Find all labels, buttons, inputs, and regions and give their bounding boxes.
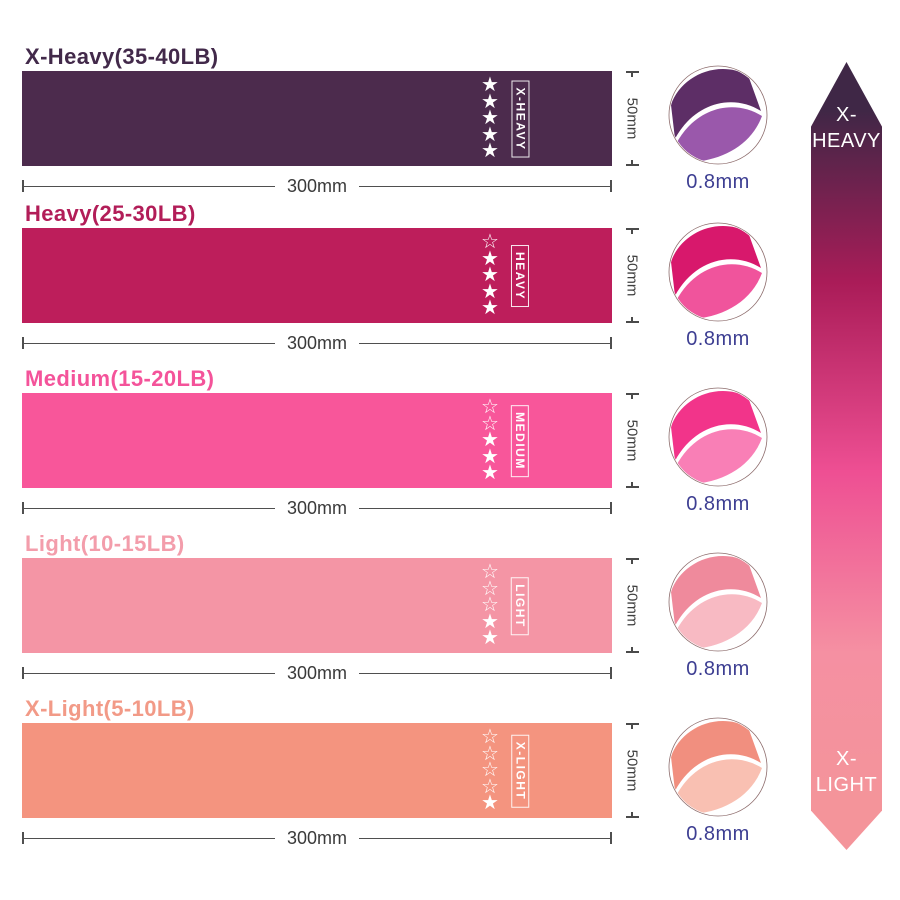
- star-rating: ☆ ☆ ☆ ★ ★: [477, 558, 503, 653]
- strength-arrow: X- HEAVY X- LIGHT: [811, 62, 882, 850]
- star-icon: ★: [481, 123, 499, 146]
- band-row-medium: Medium(15-20LB) ☆ ☆ ★ ★ ★ MEDIUM 50mm 30…: [0, 366, 900, 526]
- band-title: Heavy(25-30LB): [25, 201, 196, 226]
- star-icon: ☆: [481, 759, 499, 782]
- star-icon: ★: [481, 107, 499, 130]
- band-strength-label: X-HEAVY: [500, 71, 540, 166]
- height-dimension: 50mm: [618, 393, 646, 488]
- band-row-light: Light(10-15LB) ☆ ☆ ☆ ★ ★ LIGHT 50mm 300m…: [0, 531, 900, 691]
- star-icon: ★: [481, 462, 499, 485]
- star-icon: ★: [481, 247, 499, 270]
- star-icon: ☆: [481, 577, 499, 600]
- height-dimension-label: 50mm: [623, 97, 641, 140]
- star-icon: ★: [481, 280, 499, 303]
- star-icon: ☆: [481, 775, 499, 798]
- star-icon: ☆: [481, 594, 499, 617]
- star-rating: ★ ★ ★ ★ ★: [477, 71, 503, 166]
- height-dimension-label: 50mm: [623, 254, 641, 297]
- width-dimension-label: 300mm: [286, 175, 348, 196]
- band-title: X-Light(5-10LB): [25, 696, 195, 721]
- band-strength-label: HEAVY: [500, 228, 540, 323]
- folded-band-photo: [668, 552, 768, 652]
- star-icon: ★: [481, 90, 499, 113]
- folded-band-photo: [668, 717, 768, 817]
- star-icon: ★: [481, 627, 499, 650]
- band-row-x-heavy: X-Heavy(35-40LB) ★ ★ ★ ★ ★ X-HEAVY 50mm …: [0, 44, 900, 204]
- star-icon: ★: [481, 792, 499, 815]
- star-icon: ★: [481, 610, 499, 633]
- star-icon: ★: [481, 264, 499, 287]
- star-icon: ★: [481, 297, 499, 320]
- width-dimension: 300mm: [22, 176, 612, 196]
- band-row-heavy: Heavy(25-30LB) ☆ ★ ★ ★ ★ HEAVY 50mm 300m…: [0, 201, 900, 361]
- height-dimension: 50mm: [618, 558, 646, 653]
- resistance-band: ☆ ☆ ☆ ☆ ★ X-LIGHT: [22, 723, 612, 818]
- folded-band-photo: [668, 65, 768, 165]
- band-strength-label: LIGHT: [500, 558, 540, 653]
- resistance-band: ★ ★ ★ ★ ★ X-HEAVY: [22, 71, 612, 166]
- star-rating: ☆ ★ ★ ★ ★: [477, 228, 503, 323]
- star-icon: ★: [481, 140, 499, 163]
- band-row-x-light: X-Light(5-10LB) ☆ ☆ ☆ ☆ ★ X-LIGHT 50mm 3…: [0, 696, 900, 856]
- width-dimension-label: 300mm: [286, 332, 348, 353]
- star-rating: ☆ ☆ ☆ ☆ ★: [477, 723, 503, 818]
- width-dimension: 300mm: [22, 498, 612, 518]
- height-dimension: 50mm: [618, 71, 646, 166]
- arrow-bottom-label: X- LIGHT: [815, 748, 878, 796]
- height-dimension: 50mm: [618, 228, 646, 323]
- resistance-band: ☆ ☆ ☆ ★ ★ LIGHT: [22, 558, 612, 653]
- star-icon: ☆: [481, 231, 499, 254]
- star-icon: ★: [481, 445, 499, 468]
- band-strength-label: MEDIUM: [500, 393, 540, 488]
- folded-band-photo: [668, 222, 768, 322]
- height-dimension: 50mm: [618, 723, 646, 818]
- height-dimension-label: 50mm: [623, 419, 641, 462]
- band-title: Light(10-15LB): [25, 531, 185, 556]
- band-title: Medium(15-20LB): [25, 366, 215, 391]
- thickness-label: 0.8mm: [686, 493, 750, 515]
- height-dimension-label: 50mm: [623, 749, 641, 792]
- height-dimension-label: 50mm: [623, 584, 641, 627]
- star-icon: ☆: [481, 396, 499, 419]
- star-icon: ☆: [481, 561, 499, 584]
- star-icon: ☆: [481, 726, 499, 749]
- width-dimension: 300mm: [22, 663, 612, 683]
- star-icon: ☆: [481, 412, 499, 435]
- star-icon: ★: [481, 74, 499, 97]
- band-strength-label: X-LIGHT: [500, 723, 540, 818]
- star-icon: ☆: [481, 742, 499, 765]
- thickness-label: 0.8mm: [686, 171, 750, 193]
- width-dimension-label: 300mm: [286, 827, 348, 848]
- thickness-label: 0.8mm: [686, 823, 750, 845]
- width-dimension-label: 300mm: [286, 497, 348, 518]
- star-icon: ★: [481, 429, 499, 452]
- folded-band-photo: [668, 387, 768, 487]
- thickness-label: 0.8mm: [686, 658, 750, 680]
- star-rating: ☆ ☆ ★ ★ ★: [477, 393, 503, 488]
- arrow-top-label: X- HEAVY: [812, 104, 881, 152]
- band-title: X-Heavy(35-40LB): [25, 44, 219, 69]
- resistance-band: ☆ ☆ ★ ★ ★ MEDIUM: [22, 393, 612, 488]
- width-dimension: 300mm: [22, 828, 612, 848]
- resistance-band: ☆ ★ ★ ★ ★ HEAVY: [22, 228, 612, 323]
- thickness-label: 0.8mm: [686, 328, 750, 350]
- width-dimension: 300mm: [22, 333, 612, 353]
- width-dimension-label: 300mm: [286, 662, 348, 683]
